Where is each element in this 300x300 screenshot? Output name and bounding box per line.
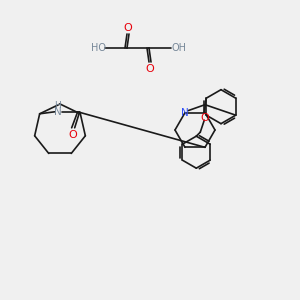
- Text: H: H: [54, 101, 61, 110]
- Text: OH: OH: [172, 43, 187, 53]
- Text: O: O: [68, 130, 77, 140]
- Text: O: O: [146, 64, 154, 74]
- Text: O: O: [124, 23, 132, 33]
- Text: O: O: [200, 113, 209, 123]
- Text: N: N: [54, 107, 61, 117]
- Text: N: N: [181, 108, 189, 118]
- Text: HO: HO: [91, 43, 106, 53]
